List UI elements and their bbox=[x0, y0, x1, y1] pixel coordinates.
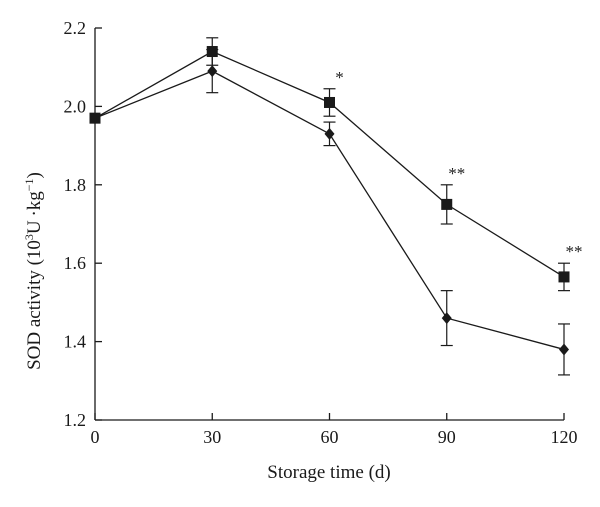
error-bars bbox=[206, 37, 570, 376]
data-point-diamond bbox=[559, 343, 569, 356]
data-point-diamond bbox=[324, 127, 335, 140]
y-tick-label: 2.0 bbox=[64, 96, 87, 116]
y-tick-label: 1.4 bbox=[64, 332, 87, 352]
y-tick-label: 2.2 bbox=[64, 18, 87, 38]
data-point-diamond bbox=[207, 65, 218, 78]
x-tick-label: 0 bbox=[91, 427, 100, 447]
x-tick-label: 90 bbox=[438, 427, 456, 447]
data-point-diamond bbox=[441, 312, 452, 325]
x-tick-label: 30 bbox=[203, 427, 221, 447]
data-point-square bbox=[441, 198, 453, 210]
significance-marker: ** bbox=[566, 242, 583, 261]
x-tick-label: 120 bbox=[551, 427, 578, 447]
data-point-square bbox=[324, 96, 335, 108]
significance-marker: * bbox=[335, 68, 344, 87]
axes: 1.2 1.4 1.6 1.8 2.0 2.2 0 30 60 90 120 bbox=[64, 18, 578, 447]
y-axis-label-suffix: ) bbox=[24, 172, 45, 178]
y-axis-label-sup1: 3 bbox=[22, 234, 36, 240]
data-point-square bbox=[206, 46, 218, 58]
series-line-square bbox=[94, 50, 565, 278]
y-tick-label: 1.8 bbox=[64, 175, 87, 195]
x-tick-label: 60 bbox=[321, 427, 339, 447]
y-tick-label: 1.6 bbox=[64, 253, 87, 273]
y-axis-label: SOD activity (103U ·kg−1) bbox=[22, 172, 45, 370]
significance-annotations: ***** bbox=[335, 68, 582, 261]
data-point-square bbox=[558, 271, 570, 283]
y-axis-label-prefix: SOD activity (10 bbox=[24, 240, 45, 370]
data-markers bbox=[89, 46, 570, 356]
y-axis-label-sup2: −1 bbox=[22, 178, 36, 191]
x-axis-label: Storage time (d) bbox=[267, 462, 390, 483]
y-tick-label: 1.2 bbox=[64, 410, 87, 430]
y-axis-label-middle: U ·kg bbox=[24, 191, 45, 234]
significance-marker: ** bbox=[448, 164, 465, 183]
data-point-diamond bbox=[90, 112, 100, 125]
